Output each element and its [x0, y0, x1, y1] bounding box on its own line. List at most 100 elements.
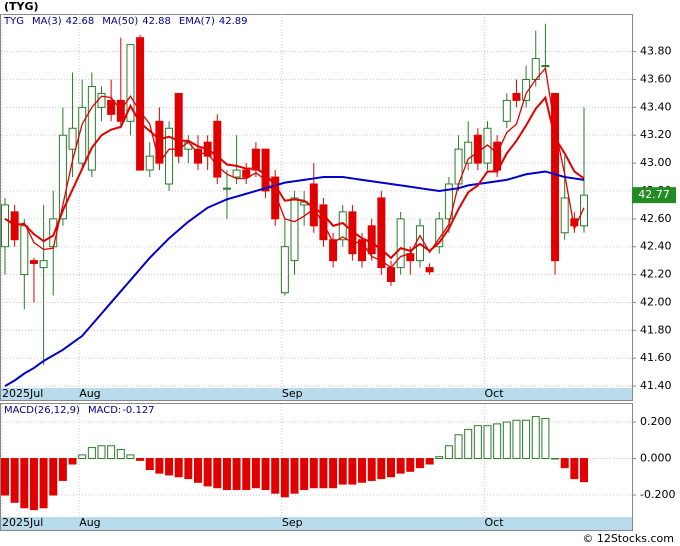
macd-bar: [454, 434, 463, 460]
macd-bar: [300, 458, 309, 491]
macd-bar: [49, 458, 58, 496]
macd-bar: [126, 454, 135, 460]
macd-bar: [261, 458, 270, 491]
ma-line: [4, 170, 585, 387]
candle-body: [541, 65, 550, 68]
candle-body: [580, 194, 588, 227]
macd-bar: [97, 445, 106, 460]
x-tick-label: 2025Jul: [2, 387, 43, 400]
x-tick-label: Aug: [79, 387, 100, 400]
macd-bar: [483, 425, 492, 460]
macd-bar: [251, 458, 260, 489]
candle-body: [261, 148, 270, 192]
macd-bar: [174, 458, 183, 478]
macd-bar: [242, 458, 251, 491]
candle-body: [502, 99, 511, 122]
macd-bar: [222, 458, 231, 491]
y-tick-label: -0.200: [640, 488, 675, 501]
macd-bar: [435, 456, 444, 460]
macd-bar: [367, 458, 376, 481]
y-tick-label: 42.40: [640, 240, 672, 253]
x-tick-label: Oct: [485, 387, 505, 400]
candle-body: [174, 92, 183, 157]
y-tick-label: 41.80: [640, 323, 672, 336]
legend-text: -0.127: [122, 405, 154, 416]
y-tick-label: 43.00: [640, 156, 672, 169]
candle-body: [242, 169, 251, 178]
macd-bar: [531, 416, 540, 460]
last-price: 42.77: [638, 188, 670, 201]
macd-bar: [39, 458, 48, 509]
macd-bar: [377, 458, 386, 480]
macd-bar: [560, 458, 569, 469]
legend-text: 42.89: [219, 16, 248, 27]
macd-bar: [203, 458, 212, 487]
macd-bar: [20, 458, 29, 509]
y-tick-label: 43.20: [640, 128, 672, 141]
candle-body: [194, 148, 202, 164]
macd-bar: [502, 421, 511, 460]
candle-body: [39, 260, 48, 269]
candle-body: [329, 239, 338, 262]
candle-body: [222, 187, 231, 190]
candle-body: [97, 92, 106, 108]
ma-line: [4, 95, 585, 260]
watermark: © 12Stocks.com: [582, 532, 674, 545]
macd-bar: [68, 458, 77, 465]
macd-bar: [136, 458, 145, 461]
candle-body: [136, 37, 145, 171]
macd-bar: [358, 458, 367, 483]
macd-bar: [541, 417, 550, 460]
macd-bar: [280, 458, 289, 498]
candle-body: [20, 225, 29, 276]
candle-body: [464, 141, 473, 164]
y-tick-label: 42.00: [640, 295, 672, 308]
legend-text: EMA(7): [179, 16, 215, 27]
macd-bar: [570, 458, 579, 480]
date-strip: [1, 517, 632, 530]
candle-body: [387, 267, 395, 283]
macd-bar: [493, 423, 502, 460]
macd-bar: [232, 458, 241, 491]
candle-body: [87, 85, 96, 171]
macd-bar: [107, 445, 116, 460]
candle-body: [425, 267, 434, 273]
y-tick-label: 0.200: [640, 415, 672, 428]
macd-bar: [78, 454, 87, 460]
y-tick-label: 43.60: [640, 72, 672, 85]
candle-body: [251, 148, 260, 171]
x-tick-label: Oct: [485, 516, 505, 529]
macd-bar: [165, 458, 174, 476]
x-tick-label: Aug: [79, 516, 100, 529]
macd-bar: [213, 458, 222, 489]
candle-body: [290, 197, 299, 262]
macd-bar: [87, 447, 96, 460]
macd-bar: [415, 458, 424, 469]
candle-body: [58, 134, 67, 220]
legend-text: 42.88: [142, 16, 171, 27]
macd-bar: [290, 458, 299, 494]
macd-bar: [155, 458, 164, 474]
candle-body: [107, 99, 116, 115]
legend-text: TYG: [3, 16, 24, 27]
candle-body: [49, 218, 58, 248]
y-tick-label: 41.60: [640, 351, 672, 364]
candle-body: [512, 92, 521, 101]
macd-bar: [145, 458, 154, 470]
x-tick-label: Sep: [282, 387, 303, 400]
macd-bar: [464, 428, 473, 460]
macd-bar: [194, 458, 202, 483]
macd-bar: [387, 458, 395, 478]
x-tick-label: 2025Jul: [2, 516, 43, 529]
candle-body: [473, 134, 482, 164]
legend-text: MACD:: [88, 405, 121, 416]
macd-bar: [10, 458, 19, 503]
macd-bar: [396, 458, 405, 474]
ma-line: [4, 66, 585, 269]
macd-bar: [473, 425, 482, 460]
macd-bar: [348, 458, 357, 485]
price-panel: [0, 14, 633, 401]
macd-bar: [522, 419, 531, 460]
legend-text: MACD(26,12,9): [4, 405, 80, 416]
